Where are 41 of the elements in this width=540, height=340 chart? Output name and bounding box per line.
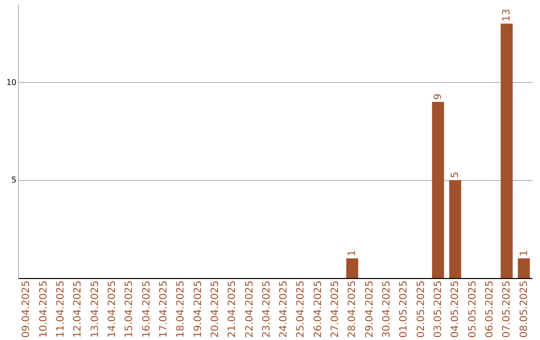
x-tick-label: 12.04.2025 <box>72 280 84 338</box>
x-tick-label: 22.04.2025 <box>244 280 256 338</box>
x-tick-label: 21.04.2025 <box>227 280 238 338</box>
y-tick-label: 10 <box>6 78 16 87</box>
x-tick-label: 28.04.2025 <box>347 280 358 338</box>
x-tick-label: 07.05.2025 <box>502 280 513 338</box>
bar <box>346 258 358 278</box>
x-tick-label: 10.04.2025 <box>38 280 50 338</box>
x-tick-label: 17.04.2025 <box>158 280 170 338</box>
data-label: 13 <box>502 8 513 22</box>
x-tick-label: 01.05.2025 <box>398 280 410 338</box>
x-tick-label: 05.05.2025 <box>467 280 478 338</box>
x-tick-label: 16.04.2025 <box>141 280 152 338</box>
x-tick-label: 11.04.2025 <box>55 280 66 338</box>
bar <box>432 102 444 278</box>
x-tick-label: 06.05.2025 <box>484 280 496 338</box>
bar <box>449 180 462 278</box>
x-tick-label: 08.05.2025 <box>518 280 530 338</box>
x-tick-label: 19.04.2025 <box>192 280 204 338</box>
x-tick-label: 04.05.2025 <box>450 280 462 338</box>
x-tick-label: 24.04.2025 <box>278 280 290 338</box>
data-label: 5 <box>450 172 462 178</box>
x-tick-label: 14.04.2025 <box>106 280 118 338</box>
x-tick-label: 09.04.2025 <box>21 280 32 338</box>
x-tick-label: 27.04.2025 <box>330 280 342 338</box>
x-tick-label: 20.04.2025 <box>210 280 221 338</box>
bar <box>518 258 530 278</box>
data-label: 9 <box>433 93 444 100</box>
x-tick-label: 30.04.2025 <box>382 280 393 338</box>
data-label: 1 <box>518 250 530 256</box>
x-tick-label: 15.04.2025 <box>124 280 136 338</box>
x-tick-label: 26.04.2025 <box>312 280 324 338</box>
x-tick-label: 29.04.2025 <box>364 280 376 338</box>
x-tick-label: 13.04.2025 <box>90 280 101 338</box>
x-tick-label: 02.05.2025 <box>416 280 427 338</box>
bar <box>500 24 513 278</box>
x-tick-label: 25.04.2025 <box>296 280 307 338</box>
x-tick-label: 03.05.2025 <box>433 280 444 338</box>
data-label: 1 <box>347 250 358 256</box>
x-tick-label: 23.04.2025 <box>261 280 272 338</box>
x-tick-label: 18.04.2025 <box>176 280 187 338</box>
